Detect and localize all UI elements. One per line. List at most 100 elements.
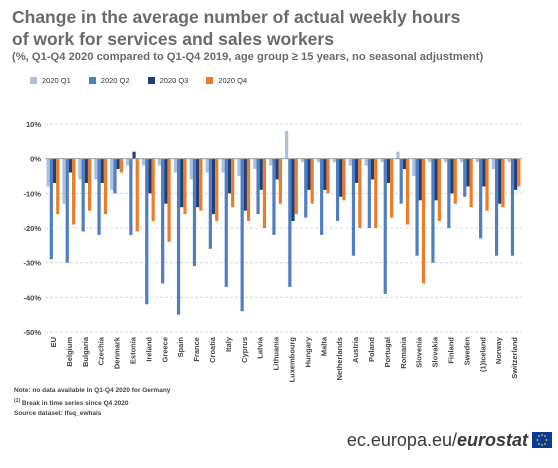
bar <box>78 158 82 180</box>
bar <box>110 158 114 190</box>
bar <box>94 158 98 180</box>
bar <box>243 158 247 211</box>
bar <box>380 158 384 163</box>
y-tick-label: -30% <box>23 259 41 268</box>
x-tick-label: Romania <box>399 336 408 369</box>
bar <box>240 158 244 312</box>
x-tick-label: Greece <box>160 337 169 362</box>
bar <box>351 158 356 256</box>
chart-title-line2: of work for services and sales workers <box>12 29 334 49</box>
bar <box>355 158 359 183</box>
bar <box>304 158 308 218</box>
bar <box>437 158 441 222</box>
bar <box>482 158 486 187</box>
footer <box>0 425 558 468</box>
bar <box>141 158 146 166</box>
bar <box>65 158 69 263</box>
y-tick-label: 0% <box>30 155 41 164</box>
legend-item: 2020 Q3 <box>147 73 189 87</box>
x-tick-label: Ireland <box>144 337 153 362</box>
legend-label: 2020 Q3 <box>159 75 189 85</box>
bar <box>291 158 295 222</box>
y-tick-label: -50% <box>23 328 41 337</box>
bar <box>431 158 435 263</box>
bar <box>275 158 279 180</box>
chart-notes: Note: no data available in Q1-Q4 2020 fo… <box>14 386 170 419</box>
note-break-marker: (1) <box>14 398 21 404</box>
bar <box>62 158 66 204</box>
y-tick-label: -10% <box>23 189 41 198</box>
bar <box>514 158 518 190</box>
y-tick-label: -20% <box>23 224 41 233</box>
chart-legend: 2020 Q1 2020 Q2 2020 Q3 2020 Q4 <box>30 73 265 87</box>
bar <box>97 158 101 235</box>
bar <box>415 158 419 256</box>
bar <box>49 158 53 260</box>
note-break-text: Break in time series since Q4 2020 <box>20 400 129 408</box>
bar <box>269 158 273 166</box>
bar <box>52 158 57 183</box>
bar <box>81 158 85 232</box>
bar <box>390 158 394 218</box>
x-tick-label: Poland <box>367 337 376 362</box>
x-tick-label: Italy <box>224 336 233 352</box>
bar <box>215 158 219 222</box>
chart-title: Change in the average number of actual w… <box>12 6 552 50</box>
bar <box>367 158 371 228</box>
legend-swatch <box>88 76 96 84</box>
bar <box>507 158 511 163</box>
bar <box>300 158 305 163</box>
bar <box>72 158 76 225</box>
bar <box>498 158 502 204</box>
bar <box>180 158 184 208</box>
bar <box>259 158 263 190</box>
bar <box>237 158 241 176</box>
bar <box>56 158 60 215</box>
bar <box>227 158 232 194</box>
legend-item: 2020 Q4 <box>206 73 247 87</box>
bar <box>370 158 375 180</box>
bar <box>332 158 336 163</box>
eurostat-brand[interactable]: ec.europa.eu/eurostat <box>347 430 528 451</box>
x-tick-label: Austria <box>351 336 360 363</box>
bar <box>358 158 362 228</box>
bar <box>453 158 457 204</box>
bar <box>316 158 321 163</box>
bar <box>285 130 289 159</box>
legend-swatch <box>30 76 37 84</box>
x-tick-label: Croatia <box>208 336 217 363</box>
bar <box>447 158 451 228</box>
bar <box>485 158 489 211</box>
legend-item: 2020 Q1 <box>30 73 71 87</box>
y-tick-label: 10% <box>26 120 41 129</box>
bar <box>412 158 416 176</box>
bar-chart: 10% 0% -10% -20% -30% -40% -50% EU Belgium Bulgar… <box>23 120 522 382</box>
x-tick-label: Lithuania <box>272 336 281 370</box>
bar <box>491 158 495 170</box>
chart-subtitle: (%, Q1-Q4 2020 compared to Q1-Q4 2019, a… <box>12 51 484 63</box>
bar <box>374 158 378 228</box>
bar <box>479 158 483 239</box>
note-no-data: Note: no data available in Q1-Q4 2020 fo… <box>14 387 171 394</box>
x-tick-label: Norway <box>494 336 503 364</box>
bar <box>278 158 282 204</box>
x-tick-label: Slovakia <box>431 336 440 367</box>
bar <box>173 158 177 173</box>
x-tick-label: Portugal <box>383 337 392 367</box>
x-tick-label: Latvia <box>256 336 265 359</box>
x-tick-label: Malta <box>319 336 328 356</box>
bar <box>116 158 120 170</box>
legend-item: 2020 Q2 <box>88 73 130 87</box>
x-tick-label: EU <box>49 337 58 347</box>
bar <box>46 158 50 187</box>
bar <box>208 158 212 249</box>
bar <box>205 158 209 173</box>
bar <box>421 158 426 284</box>
x-tick-label: (1)Iceland <box>478 337 487 372</box>
x-tick-label: Denmark <box>113 336 122 369</box>
bar <box>466 158 470 187</box>
x-tick-label: France <box>192 337 201 362</box>
x-tick-label: Belgium <box>65 337 74 367</box>
eu-flag-icon <box>532 432 552 448</box>
bar <box>405 158 410 225</box>
